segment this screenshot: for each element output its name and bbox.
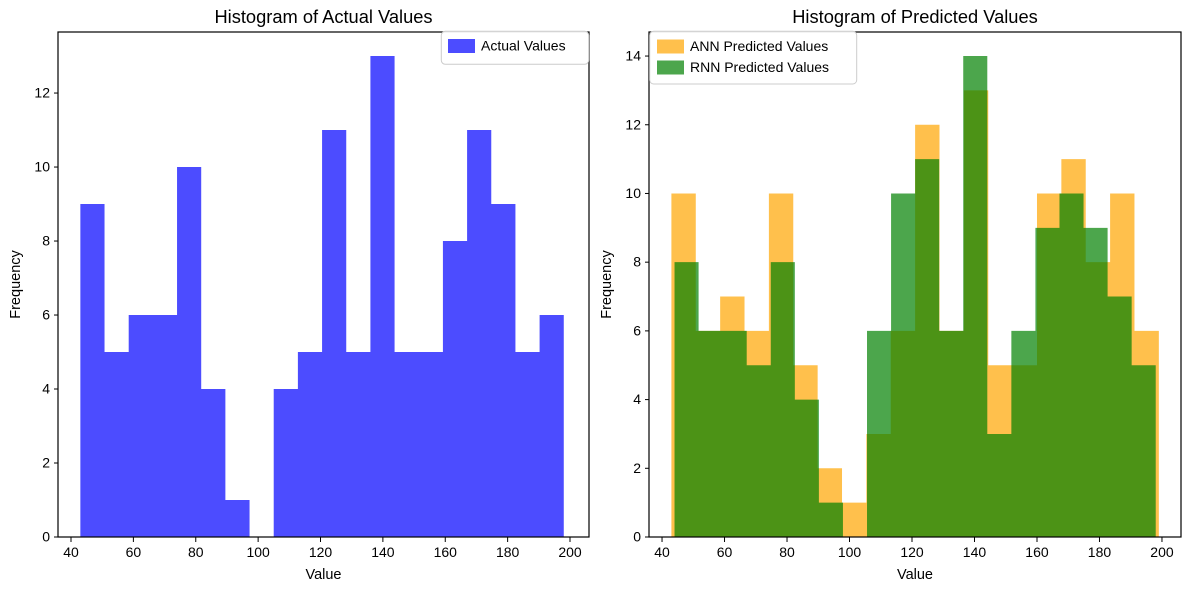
svg-text:120: 120: [900, 544, 924, 560]
svg-text:8: 8: [633, 254, 641, 270]
svg-text:40: 40: [654, 544, 670, 560]
svg-text:Value: Value: [305, 567, 341, 583]
svg-text:8: 8: [42, 233, 50, 249]
svg-text:Frequency: Frequency: [8, 250, 24, 319]
svg-text:60: 60: [126, 544, 142, 560]
svg-text:200: 200: [558, 544, 582, 560]
svg-text:ANN Predicted Values: ANN Predicted Values: [690, 38, 828, 54]
svg-text:0: 0: [42, 529, 50, 545]
svg-text:140: 140: [963, 544, 987, 560]
svg-text:Value: Value: [897, 567, 933, 583]
svg-text:100: 100: [838, 544, 862, 560]
svg-text:80: 80: [188, 544, 204, 560]
svg-text:180: 180: [1088, 544, 1112, 560]
svg-text:120: 120: [309, 544, 333, 560]
svg-text:80: 80: [779, 544, 795, 560]
svg-text:40: 40: [63, 544, 79, 560]
svg-text:160: 160: [434, 544, 458, 560]
svg-text:2: 2: [633, 460, 641, 476]
svg-text:12: 12: [34, 85, 50, 101]
svg-text:Histogram of Actual Values: Histogram of Actual Values: [214, 6, 432, 27]
svg-text:160: 160: [1025, 544, 1049, 560]
svg-text:140: 140: [371, 544, 395, 560]
svg-text:0: 0: [633, 529, 641, 545]
svg-text:Histogram of Predicted Values: Histogram of Predicted Values: [792, 6, 1038, 27]
svg-text:6: 6: [633, 322, 641, 338]
svg-text:2: 2: [42, 455, 50, 471]
svg-text:RNN Predicted Values: RNN Predicted Values: [690, 59, 829, 75]
svg-text:Actual Values: Actual Values: [481, 38, 566, 54]
svg-text:Frequency: Frequency: [599, 250, 615, 319]
svg-text:180: 180: [496, 544, 520, 560]
svg-text:10: 10: [625, 185, 641, 201]
svg-text:10: 10: [34, 159, 50, 175]
svg-text:4: 4: [42, 381, 50, 397]
svg-text:100: 100: [246, 544, 270, 560]
svg-text:6: 6: [42, 307, 50, 323]
svg-text:14: 14: [625, 48, 641, 64]
svg-text:200: 200: [1150, 544, 1174, 560]
svg-text:12: 12: [625, 116, 641, 132]
svg-text:4: 4: [633, 391, 641, 407]
svg-text:60: 60: [717, 544, 733, 560]
